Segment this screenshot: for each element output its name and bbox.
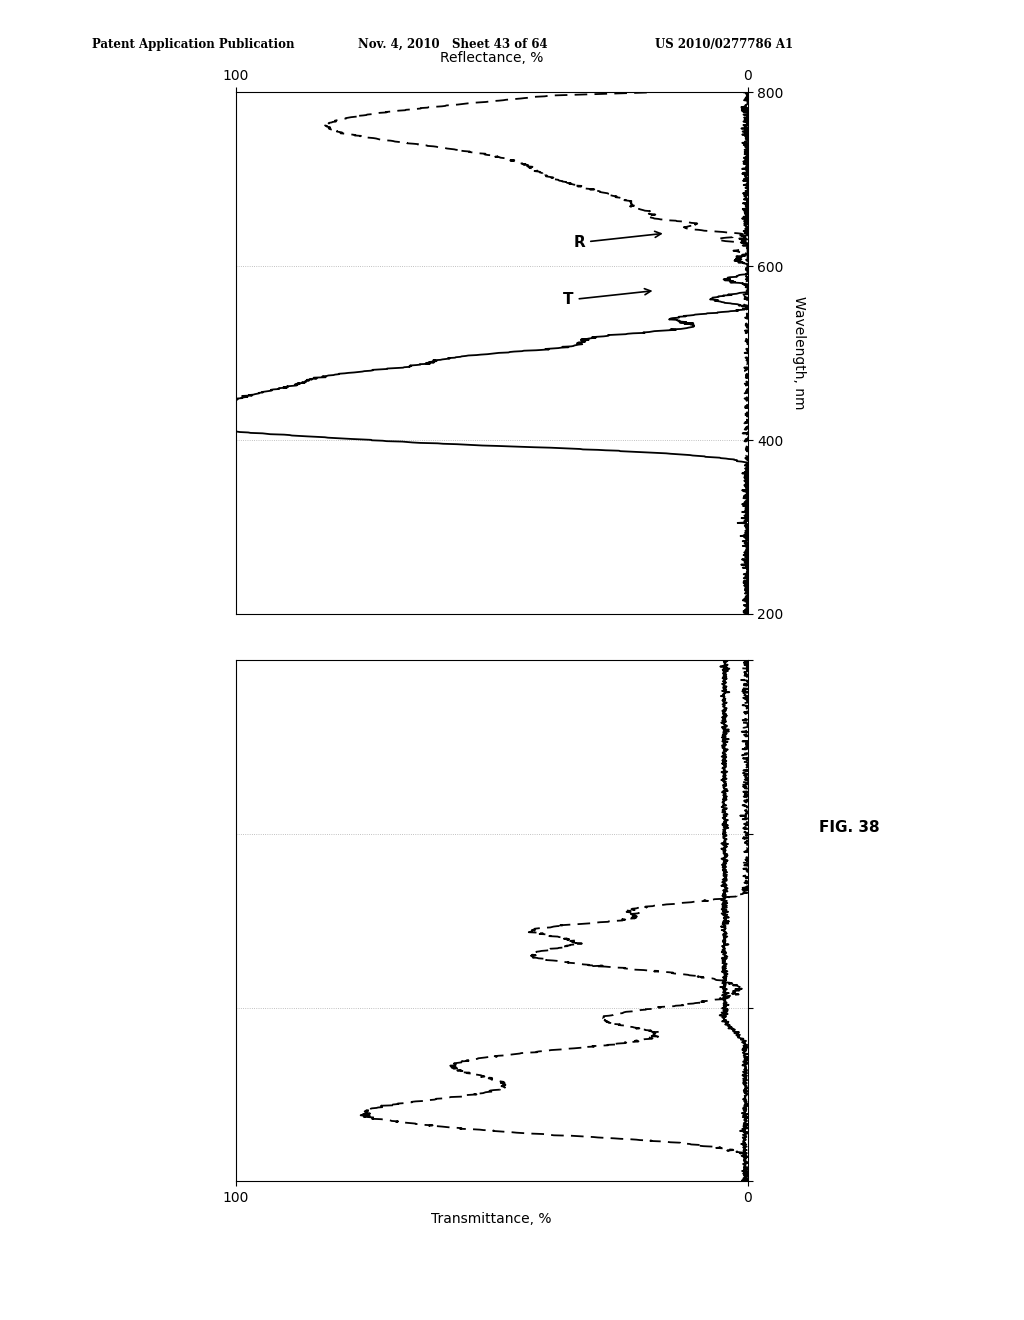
X-axis label: Transmittance, %: Transmittance, % [431, 1212, 552, 1226]
Y-axis label: Wavelength, nm: Wavelength, nm [792, 297, 806, 409]
Text: Patent Application Publication: Patent Application Publication [92, 37, 295, 50]
Text: US 2010/0277786 A1: US 2010/0277786 A1 [655, 37, 794, 50]
X-axis label: Reflectance, %: Reflectance, % [440, 50, 543, 65]
Text: R: R [573, 231, 660, 249]
Text: T: T [563, 289, 650, 308]
Text: Nov. 4, 2010   Sheet 43 of 64: Nov. 4, 2010 Sheet 43 of 64 [358, 37, 548, 50]
Text: FIG. 38: FIG. 38 [819, 820, 880, 834]
